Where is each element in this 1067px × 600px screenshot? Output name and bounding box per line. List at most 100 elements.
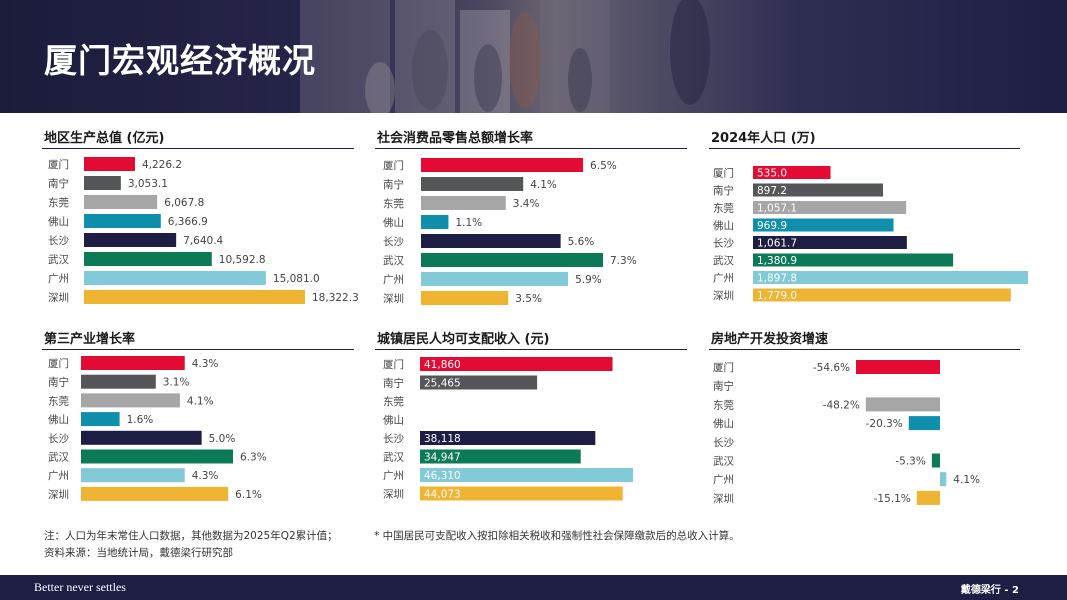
bar-tertiary-3: [81, 412, 120, 427]
bar-gdp-5: [84, 252, 212, 266]
data-label: 4,226.2: [142, 159, 182, 171]
bar-population-2: [753, 201, 907, 214]
data-label: 535.0: [757, 168, 787, 180]
data-label: 46,310: [424, 470, 461, 482]
category-label: 深圳: [383, 293, 404, 305]
category-label: 厦门: [383, 358, 404, 371]
data-label: 4.3%: [192, 358, 219, 370]
chart-rule-gdp: [42, 148, 354, 149]
chart-rule-tertiary: [42, 349, 354, 350]
data-label: 38,118: [424, 433, 461, 445]
bar-retail-5: [421, 253, 603, 267]
category-label: 佛山: [713, 417, 734, 430]
data-label: 34,947: [424, 452, 461, 464]
category-label: 武汉: [713, 254, 734, 267]
footnote-source: 资料来源：当地统计局，戴德梁行研究部: [44, 547, 233, 559]
data-label: 5.6%: [568, 236, 595, 248]
bar-population-5: [753, 253, 954, 267]
crowd-photo-background: [300, 0, 710, 113]
category-label: 深圳: [383, 489, 404, 501]
category-label: 南宁: [48, 177, 69, 190]
bar-tertiary-1: [81, 374, 156, 389]
category-label: 南宁: [713, 380, 734, 393]
bar-population-1: [753, 183, 884, 197]
category-label: 东莞: [383, 197, 404, 210]
category-label: 长沙: [48, 235, 69, 247]
category-label: 广州: [383, 274, 404, 286]
data-label: 6.1%: [235, 489, 262, 501]
data-label: 15,081.0: [273, 273, 320, 285]
category-label: 长沙: [713, 437, 734, 449]
data-label: 1.6%: [127, 414, 154, 426]
category-label: 广州: [48, 470, 69, 482]
chart-retail: 厦门 6.5% 南宁 4.1% 东莞 3.4% 佛山 1.1% 长沙 5.6% 武汉 7.3% 广州 5.…: [383, 158, 637, 305]
chart-rule-population: [709, 148, 1020, 149]
chart-rule-income: [375, 349, 687, 350]
data-label: 3.5%: [515, 293, 542, 305]
category-label: 东莞: [713, 398, 734, 411]
bar-income-6: [420, 468, 633, 482]
category-label: 深圳: [48, 292, 69, 304]
category-label: 深圳: [48, 489, 69, 501]
category-label: 东莞: [713, 202, 734, 215]
bar-gdp-0: [84, 157, 135, 171]
category-label: 深圳: [713, 290, 734, 302]
category-label: 东莞: [48, 394, 69, 407]
footer-bar: Better never settles 戴德梁行 - 2: [0, 575, 1067, 600]
bar-realestate-7: [916, 490, 940, 505]
bar-retail-7: [421, 291, 509, 305]
bar-retail-0: [421, 158, 584, 172]
data-label: 5.9%: [575, 274, 602, 286]
bar-income-1: [420, 375, 538, 390]
data-label: -48.2%: [823, 399, 860, 411]
category-label: 广州: [48, 273, 69, 285]
page-title: 厦门宏观经济概况: [44, 41, 316, 80]
data-label: 41,860: [424, 359, 461, 371]
bar-tertiary-0: [81, 356, 185, 370]
data-label: 4.1%: [953, 474, 980, 486]
data-label: 6,067.8: [164, 197, 204, 209]
bar-population-7: [753, 288, 1011, 302]
category-label: 长沙: [48, 433, 69, 445]
bar-retail-4: [421, 234, 561, 248]
data-label: 1,380.9: [757, 255, 797, 267]
data-label: 7,640.4: [183, 235, 223, 247]
chart-rule-realestate: [709, 349, 1020, 350]
footnote-data-note: 注：人口为年末常住人口数据，其他数据为2025年Q2累计值；: [44, 530, 338, 542]
bar-tertiary-6: [81, 468, 185, 483]
bar-population-6: [753, 271, 1028, 284]
category-label: 长沙: [383, 433, 404, 445]
bar-gdp-2: [84, 195, 158, 209]
data-label: -5.3%: [895, 456, 925, 468]
data-label: 1.1%: [455, 217, 482, 229]
chart-title-population: 2024年人口 (万): [711, 131, 816, 146]
bar-tertiary-5: [81, 449, 233, 464]
category-label: 南宁: [713, 184, 734, 197]
bar-retail-1: [421, 177, 524, 191]
bar-gdp-1: [84, 176, 121, 190]
data-label: -20.3%: [866, 418, 903, 430]
category-label: 厦门: [713, 361, 734, 374]
bar-tertiary-7: [81, 486, 229, 501]
footnote-income-definition: * 中国居民可支配收入按扣除相关税收和强制性社会保障缴款后的总收入计算。: [374, 530, 740, 542]
chart-title-income: 城镇居民人均可支配收入 (元): [377, 332, 550, 347]
chart-tertiary: 厦门 4.3% 南宁 3.1% 东莞 4.1% 佛山 1.6% 长沙 5.0% 武汉 6.3% 广州 4.…: [48, 356, 267, 501]
category-label: 厦门: [48, 158, 69, 171]
bar-income-4: [420, 431, 596, 445]
bar-population-3: [753, 218, 894, 232]
data-label: 3.1%: [163, 377, 190, 389]
data-label: -15.1%: [874, 493, 911, 505]
bar-income-0: [420, 357, 613, 371]
data-label: 18,322.3: [312, 292, 359, 304]
data-label: 1,057.1: [757, 203, 797, 215]
header-banner: 厦门宏观经济概况: [0, 0, 1067, 113]
category-label: 厦门: [48, 357, 69, 370]
category-label: 佛山: [48, 413, 69, 426]
chart-title-retail: 社会消费品零售总额增长率: [377, 131, 534, 146]
data-label: 10,592.8: [219, 254, 266, 266]
data-label: 1,897.8: [757, 273, 797, 285]
category-label: 武汉: [713, 455, 734, 468]
category-label: 厦门: [713, 167, 734, 180]
